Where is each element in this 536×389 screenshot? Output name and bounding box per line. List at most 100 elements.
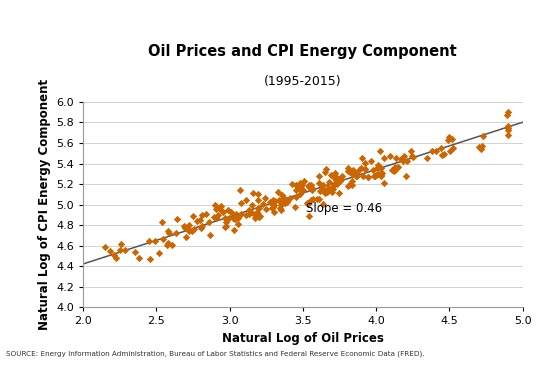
Point [292, 194, 300, 200]
Point [267, 205, 276, 212]
Point [245, 211, 254, 217]
Point [358, 155, 367, 161]
Point [330, 182, 338, 188]
Point [323, 188, 332, 194]
Point [446, 148, 455, 154]
Point [295, 191, 304, 198]
Point [225, 215, 234, 221]
Point [319, 201, 327, 207]
Point [334, 189, 343, 196]
Point [254, 197, 263, 203]
Point [374, 162, 383, 168]
Point [212, 206, 220, 212]
Point [318, 182, 327, 188]
Point [295, 185, 304, 191]
Point [376, 148, 385, 154]
Point [337, 176, 346, 182]
Point [364, 174, 373, 180]
Point [283, 198, 292, 205]
Point [354, 166, 363, 173]
Point [323, 184, 332, 191]
Point [322, 166, 330, 172]
Point [184, 222, 193, 228]
Point [344, 165, 352, 171]
Point [218, 208, 227, 214]
Point [428, 147, 436, 154]
Point [399, 158, 407, 165]
Point [437, 144, 445, 151]
Point [101, 244, 109, 250]
Point [276, 205, 285, 212]
Point [333, 176, 341, 182]
Point [241, 197, 250, 203]
Point [253, 211, 262, 217]
Point [196, 217, 205, 224]
Text: SOURCE: Energy Information Administration, Bureau of Labor Statistics and Federa: SOURCE: Energy Information Administratio… [6, 350, 425, 357]
Point [262, 206, 271, 212]
Point [440, 151, 448, 157]
Point [407, 148, 415, 154]
Point [304, 182, 313, 188]
Point [214, 205, 223, 211]
Point [106, 248, 114, 254]
Point [251, 215, 259, 221]
Point [182, 224, 191, 230]
Point [387, 167, 396, 173]
Point [229, 215, 237, 221]
Point [344, 183, 352, 189]
Point [270, 202, 279, 208]
Point [377, 170, 386, 177]
Point [348, 166, 357, 173]
Point [249, 190, 258, 196]
Point [323, 187, 332, 194]
Point [374, 170, 382, 177]
Point [181, 234, 190, 240]
Point [236, 200, 245, 206]
Point [214, 212, 222, 218]
Point [345, 168, 353, 174]
Point [276, 200, 285, 206]
Point [390, 164, 399, 170]
Point [305, 184, 314, 190]
Point [319, 186, 327, 192]
Point [338, 173, 346, 179]
Point [247, 209, 255, 215]
Point [323, 189, 331, 195]
Point [307, 182, 315, 188]
Point [285, 195, 294, 202]
Point [348, 178, 356, 184]
Point [330, 174, 338, 180]
Point [212, 214, 221, 221]
Point [346, 181, 354, 187]
Point [173, 216, 181, 223]
Point [399, 153, 408, 159]
Point [278, 196, 286, 202]
Point [224, 207, 233, 214]
Point [504, 123, 512, 130]
Point [308, 187, 316, 193]
Point [255, 205, 263, 212]
Point [116, 247, 124, 253]
Point [227, 209, 235, 216]
Point [332, 174, 341, 180]
Point [370, 173, 379, 179]
Point [352, 173, 361, 179]
Point [376, 165, 384, 172]
Point [386, 153, 394, 159]
Point [280, 196, 289, 202]
Point [109, 252, 118, 258]
Point [409, 154, 418, 161]
Point [401, 173, 410, 179]
Point [299, 187, 308, 193]
Point [476, 146, 485, 152]
Point [145, 238, 153, 244]
Point [251, 211, 259, 217]
Point [423, 154, 431, 161]
Point [145, 256, 154, 262]
Point [276, 202, 285, 208]
Point [197, 225, 205, 231]
Point [230, 227, 239, 233]
Point [217, 203, 226, 209]
X-axis label: Natural Log of Oil Prices: Natural Log of Oil Prices [222, 332, 384, 345]
Point [151, 237, 159, 244]
